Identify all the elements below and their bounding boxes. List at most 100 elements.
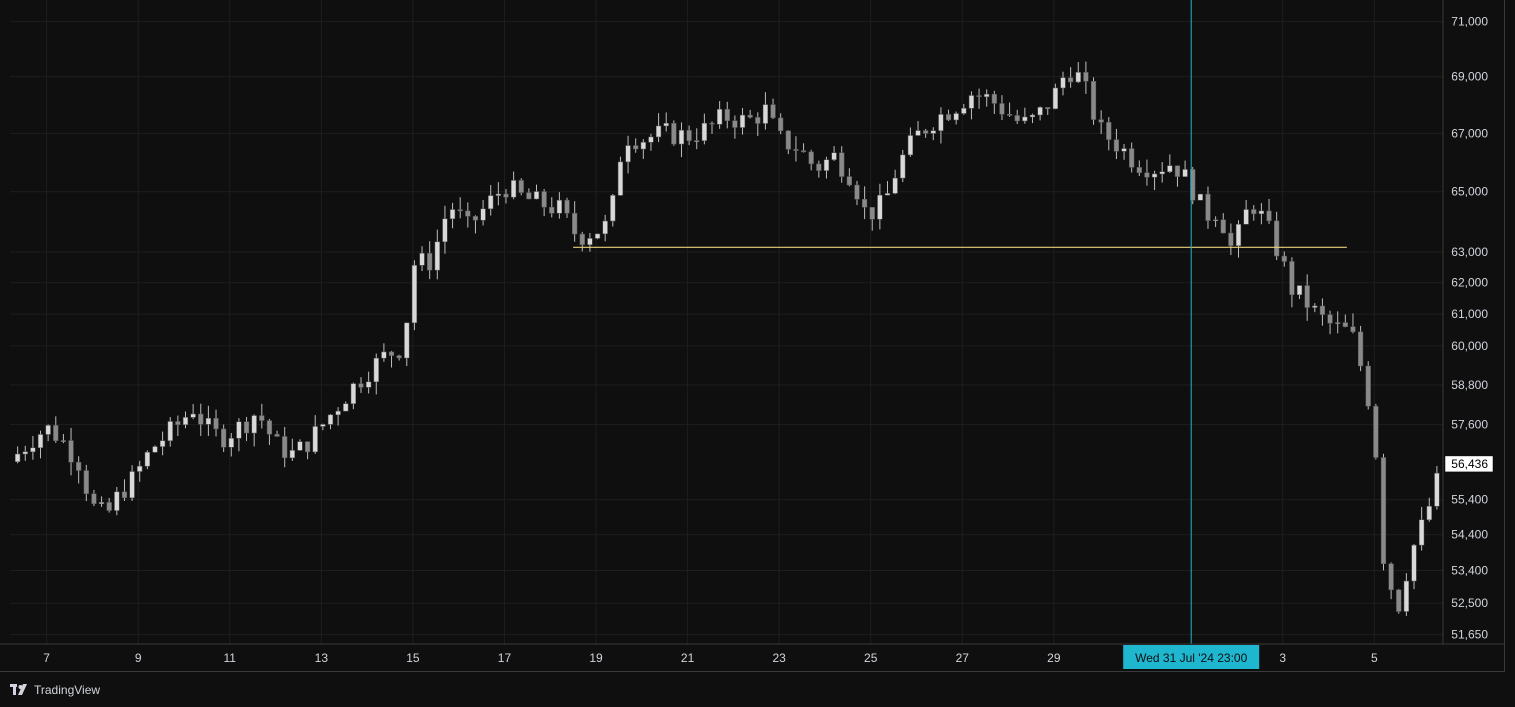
candle-body	[266, 420, 273, 435]
price-tick-label: 51,650	[1451, 628, 1488, 642]
candle-body	[259, 415, 265, 421]
candle-body	[411, 265, 418, 324]
candle-body	[877, 194, 883, 220]
brand-name: TradingView	[34, 683, 101, 697]
candle-body	[1426, 505, 1432, 521]
candle-body	[30, 447, 36, 453]
price-axis[interactable]: 51,650 52,500 53,400 54,400 55,400 57,600 58,8…	[1444, 15, 1494, 642]
candle-body	[533, 191, 540, 200]
candle-body	[1342, 322, 1348, 327]
candle-body	[640, 142, 646, 150]
candle-body	[373, 357, 379, 383]
candle-body	[480, 208, 486, 221]
last-price-label-bg	[1444, 455, 1494, 473]
candle-body	[1151, 173, 1158, 178]
candle-body	[541, 191, 547, 208]
candle-body	[1296, 285, 1303, 296]
candle-body	[1434, 472, 1440, 507]
candle-body	[449, 209, 456, 220]
price-tick-label: 65,000	[1451, 185, 1488, 199]
candle-body	[762, 104, 769, 124]
time-tick-label: 11	[224, 651, 237, 665]
candle-body	[846, 176, 852, 186]
candle-body	[1098, 119, 1104, 123]
candle-body	[1197, 193, 1203, 201]
candle-body	[938, 114, 944, 131]
candle-body	[808, 151, 814, 165]
candle-body	[37, 434, 44, 449]
candle-body	[205, 417, 212, 425]
candle-body	[510, 180, 517, 198]
candle-body	[831, 152, 837, 160]
candle-body	[381, 351, 387, 359]
time-axis[interactable]: 7 9 11 13 15 17 19 21 23 25 27 29 3 5 Wed 31 Jul '24 2…	[43, 645, 1378, 669]
time-tick-label: 13	[315, 651, 329, 665]
candle-body	[335, 410, 341, 416]
price-tick-label: 71,000	[1451, 15, 1488, 29]
candle-body	[678, 130, 685, 145]
candle-body	[1205, 193, 1211, 221]
candle-body	[297, 441, 303, 451]
candle-body	[671, 122, 677, 145]
candle-body	[1396, 589, 1402, 612]
candle-body	[152, 446, 158, 453]
price-tick-label: 63,000	[1451, 245, 1488, 259]
candle-body	[556, 199, 563, 214]
candle-body	[549, 206, 555, 214]
price-tick-label: 55,400	[1451, 493, 1488, 507]
candle-body	[366, 381, 372, 388]
candlestick-chart[interactable]: 51,650 52,500 53,400 54,400 55,400 57,600 58,8…	[0, 0, 1505, 672]
candle-body	[465, 210, 471, 217]
candle-body	[404, 322, 410, 359]
candle-body	[327, 414, 334, 425]
candle-body	[495, 193, 501, 196]
candle-body	[923, 130, 929, 134]
candle-body	[60, 440, 67, 442]
candle-body	[1014, 115, 1020, 122]
candle-body	[213, 417, 219, 430]
candle-body	[1365, 365, 1371, 407]
candle-body	[488, 195, 494, 210]
candle-body	[282, 436, 288, 459]
candle-body	[236, 421, 242, 439]
candle-body	[98, 502, 105, 505]
candle-body	[1159, 171, 1165, 175]
candle-body	[1350, 326, 1356, 333]
price-tick-label: 52,500	[1451, 596, 1488, 610]
candle-body	[1174, 165, 1181, 177]
candle-body	[1266, 210, 1272, 222]
candle-body	[594, 233, 601, 239]
candle-body	[1037, 107, 1043, 116]
candle-body	[68, 440, 74, 463]
candle-body	[961, 108, 967, 114]
candle-body	[343, 403, 349, 412]
chart-frame[interactable]: 51,650 52,500 53,400 54,400 55,400 57,600 58,8…	[0, 0, 1505, 672]
candle-body	[1022, 116, 1028, 122]
candle-body	[91, 493, 97, 505]
candle-body	[1029, 114, 1036, 118]
candle-body	[869, 207, 875, 220]
candle-body	[1144, 172, 1150, 178]
candle-body	[1220, 219, 1226, 234]
candle-body	[854, 184, 860, 200]
candle-body	[686, 130, 692, 142]
price-tick-label: 67,000	[1451, 126, 1488, 140]
candle-body	[1136, 167, 1142, 174]
candle-body	[1182, 169, 1188, 177]
candle-body	[717, 109, 723, 125]
candle-body	[190, 413, 196, 418]
candle-body	[610, 195, 616, 222]
candle-body	[1304, 285, 1310, 308]
candle-body	[457, 209, 463, 212]
candle-body	[579, 233, 585, 246]
candle-body	[129, 471, 135, 499]
candle-body	[701, 122, 707, 141]
tradingview-logo-icon	[10, 684, 27, 695]
candle-body	[1335, 322, 1341, 324]
candle-body	[976, 95, 982, 97]
candle-body	[747, 114, 753, 118]
candle-body	[243, 421, 250, 434]
time-tick-label: 3	[1279, 651, 1286, 665]
time-tick-label: 27	[956, 651, 970, 665]
time-tick-label: 5	[1371, 651, 1378, 665]
